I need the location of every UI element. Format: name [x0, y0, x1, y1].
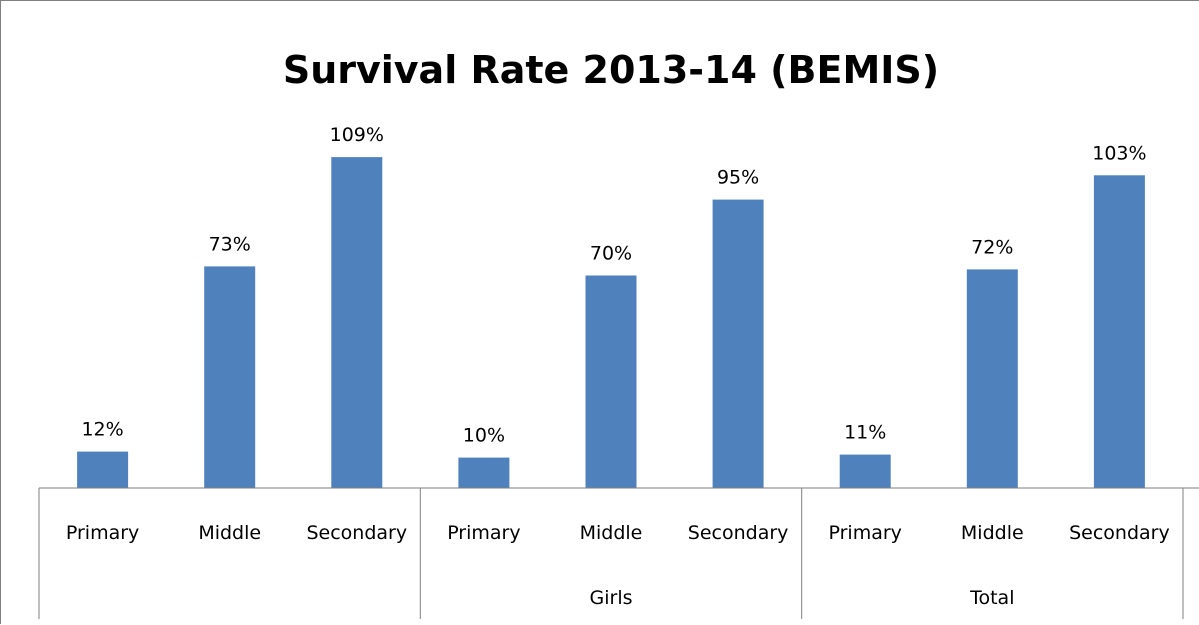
data-label: 109% [330, 124, 384, 146]
bar-group1-secondary [331, 157, 383, 488]
data-label: 11% [844, 422, 886, 444]
tick-label-primary: Primary [66, 522, 139, 544]
tick-label-middle: Middle [961, 522, 1024, 544]
data-label: 103% [1092, 142, 1146, 164]
bar-girls-middle [585, 275, 637, 488]
data-label: 95% [717, 167, 759, 189]
data-label: 73% [209, 233, 251, 255]
tick-label-primary: Primary [447, 522, 520, 544]
tick-label-middle: Middle [198, 522, 261, 544]
bar-group1-middle [204, 266, 256, 488]
chart-marks: 12% Primary 73% Middle 109% Secondary 10% Prima… [38, 124, 1199, 619]
data-label: 10% [463, 425, 505, 447]
bar-group1-primary [77, 451, 129, 488]
tick-label-middle: Middle [580, 522, 643, 544]
bar-girls-secondary [712, 199, 764, 488]
data-label: 70% [590, 243, 632, 265]
bar-girls-primary [458, 457, 510, 488]
tick-label-secondary: Secondary [306, 522, 407, 544]
tick-label-secondary: Secondary [1069, 522, 1170, 544]
group-label-girls: Girls [590, 587, 633, 609]
tick-label-primary: Primary [828, 522, 901, 544]
bar-total-middle [966, 269, 1018, 488]
bar-total-secondary [1093, 175, 1145, 489]
chart-title: Survival Rate 2013-14 (BEMIS) [283, 48, 939, 92]
group-label-total: Total [969, 587, 1014, 609]
bar-total-primary [839, 454, 891, 488]
tick-label-secondary: Secondary [688, 522, 789, 544]
data-label: 72% [971, 236, 1013, 258]
data-label: 12% [81, 419, 123, 441]
